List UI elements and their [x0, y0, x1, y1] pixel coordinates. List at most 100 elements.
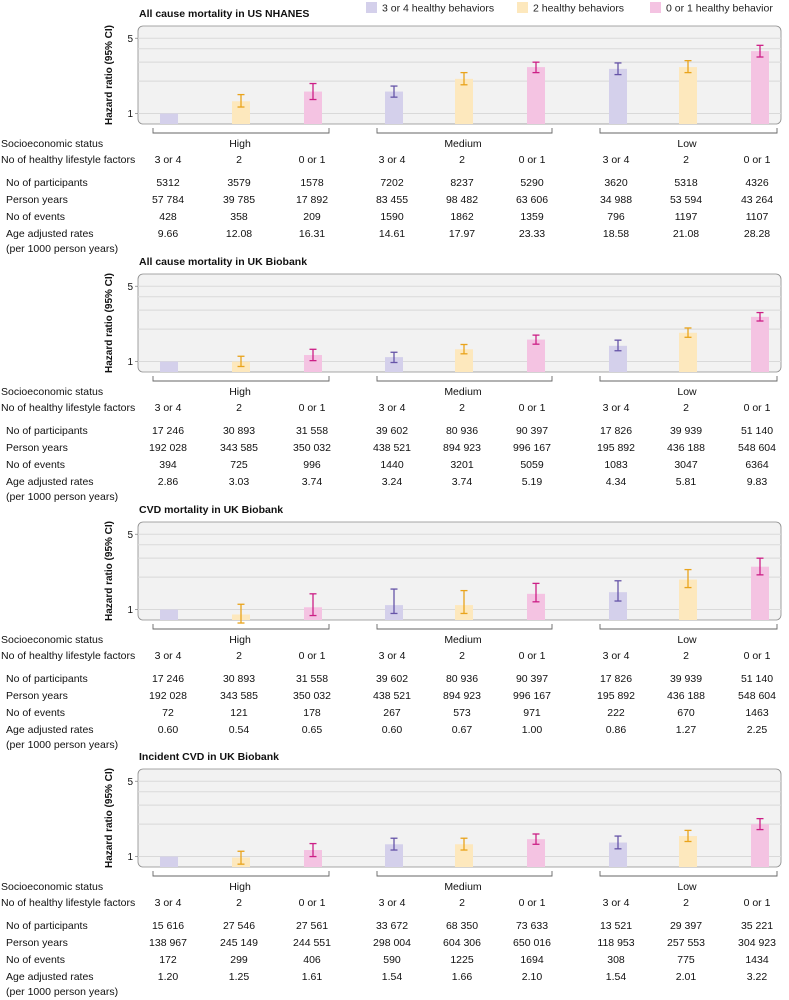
panel-3: CVD mortality in UK Biobank 1 5 Hazard rati… [1, 504, 782, 751]
rate-cell: 18.58 [603, 228, 629, 240]
events-cell: 222 [607, 707, 625, 719]
events-cell: 1440 [380, 459, 404, 471]
factor-label: No of healthy lifestyle factors [1, 650, 135, 662]
rate-cell: 1.54 [606, 971, 627, 983]
group-bracket [152, 624, 330, 630]
factor-level: 0 or 1 [519, 897, 546, 909]
group-bracket [152, 128, 330, 134]
ses-label: Socioeconomic status [1, 386, 103, 398]
panel-title: Incident CVD in UK Biobank [139, 751, 279, 763]
bar [455, 78, 473, 124]
rate-cell: 2.86 [158, 476, 179, 488]
rate-cell: 3.22 [747, 971, 768, 983]
group-label: Low [677, 386, 697, 398]
events-cell: 267 [383, 707, 401, 719]
participants-cell: 31 558 [296, 673, 328, 685]
row-label: Age adjusted rates [6, 971, 94, 983]
bar [160, 609, 178, 620]
factor-level: 2 [459, 402, 465, 414]
factor-level: 2 [683, 897, 689, 909]
factor-level: 0 or 1 [299, 650, 326, 662]
panels: All cause mortality in US NHANES 1 5 Hazard… [1, 8, 782, 998]
bar [527, 839, 545, 867]
bar [455, 349, 473, 372]
group-label: High [229, 881, 251, 893]
factor-level: 2 [683, 402, 689, 414]
legend-label: 0 or 1 healthy behavior [666, 3, 773, 15]
rate-cell: 2.25 [747, 724, 768, 736]
row-label: No of events [6, 459, 65, 471]
group-bracket [376, 376, 553, 382]
rate-cell: 9.83 [747, 476, 768, 488]
rate-cell: 9.66 [158, 228, 179, 240]
y-tick-label: 5 [127, 530, 133, 541]
bar [160, 361, 178, 372]
person-years-cell: 98 482 [446, 194, 478, 206]
ses-label: Socioeconomic status [1, 634, 103, 646]
participants-cell: 3620 [604, 177, 628, 189]
legend-label: 3 or 4 healthy behaviors [382, 3, 494, 15]
rate-cell: 3.74 [302, 476, 323, 488]
factor-level: 3 or 4 [155, 154, 182, 166]
participants-cell: 27 561 [296, 920, 328, 932]
bar [609, 68, 627, 124]
factor-level: 3 or 4 [603, 650, 630, 662]
rate-cell: 0.86 [606, 724, 627, 736]
group-bracket [599, 128, 778, 134]
person-years-cell: 350 032 [293, 690, 331, 702]
row-label: No of events [6, 211, 65, 223]
events-cell: 394 [159, 459, 177, 471]
events-cell: 1225 [450, 954, 474, 966]
events-cell: 172 [159, 954, 177, 966]
participants-cell: 17 246 [152, 673, 184, 685]
rate-cell: 4.34 [606, 476, 627, 488]
rate-cell: 0.60 [382, 724, 403, 736]
rate-cell: 12.08 [226, 228, 252, 240]
participants-cell: 5312 [156, 177, 180, 189]
group-label: High [229, 386, 251, 398]
person-years-cell: 438 521 [373, 442, 411, 454]
panel-2: All cause mortality in UK Biobank 1 5 Hazar… [1, 256, 782, 503]
row-label: No of participants [6, 425, 88, 437]
person-years-cell: 192 028 [149, 442, 187, 454]
events-cell: 3201 [450, 459, 474, 471]
rate-cell: 3.03 [229, 476, 250, 488]
participants-cell: 17 246 [152, 425, 184, 437]
row-label: Person years [6, 937, 68, 949]
panel-title: CVD mortality in UK Biobank [139, 504, 283, 516]
ses-label: Socioeconomic status [1, 881, 103, 893]
events-cell: 1862 [450, 211, 474, 223]
panel-4: Incident CVD in UK Biobank 1 5 Hazard ratio… [1, 751, 782, 998]
participants-cell: 35 221 [741, 920, 773, 932]
bar [679, 332, 697, 372]
person-years-cell: 304 923 [738, 937, 776, 949]
rate-sublabel: (per 1000 person years) [6, 986, 118, 998]
person-years-cell: 118 953 [597, 937, 634, 949]
events-cell: 796 [607, 211, 625, 223]
factor-label: No of healthy lifestyle factors [1, 402, 135, 414]
y-tick-label: 1 [127, 109, 133, 120]
participants-cell: 51 140 [741, 425, 773, 437]
factor-level: 3 or 4 [603, 897, 630, 909]
row-label: No of participants [6, 177, 88, 189]
rate-cell: 1.61 [302, 971, 323, 983]
events-cell: 5059 [520, 459, 544, 471]
factor-level: 3 or 4 [155, 650, 182, 662]
group-label: Low [677, 881, 697, 893]
group-bracket [376, 624, 553, 630]
rate-cell: 0.54 [229, 724, 250, 736]
events-cell: 299 [230, 954, 248, 966]
rate-cell: 0.67 [452, 724, 473, 736]
factor-level: 0 or 1 [299, 897, 326, 909]
participants-cell: 90 397 [516, 425, 548, 437]
rate-sublabel: (per 1000 person years) [6, 491, 118, 503]
bar [385, 844, 403, 867]
events-cell: 573 [453, 707, 471, 719]
group-label: High [229, 138, 251, 150]
factor-level: 0 or 1 [744, 650, 771, 662]
person-years-cell: 39 785 [223, 194, 255, 206]
factor-level: 2 [683, 650, 689, 662]
row-label: No of events [6, 707, 65, 719]
events-cell: 1359 [520, 211, 544, 223]
